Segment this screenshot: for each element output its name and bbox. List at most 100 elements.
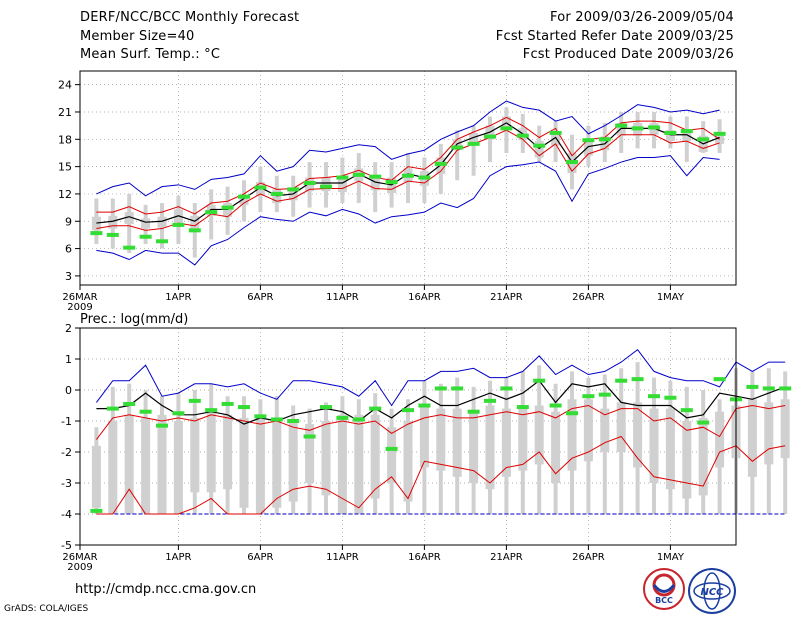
observed-marker [172,411,185,416]
observed-marker [664,395,677,400]
box [633,402,643,468]
observed-marker [598,392,611,397]
observed-marker [516,133,529,138]
observed-marker [385,446,398,451]
member-size: Member Size=40 [80,29,195,44]
source-url[interactable]: http://cmdp.ncc.cma.gov.cn [75,582,257,597]
y-tick-label: -5 [61,539,72,552]
ncc-logo-text: NCC [700,587,724,598]
observed-marker [123,245,136,250]
x-tick-label: 6APR [247,552,273,563]
observed-marker [320,184,332,189]
observed-marker [484,134,496,139]
box [780,399,790,459]
observed-marker [139,234,152,239]
observed-marker [434,386,447,391]
box [288,189,298,201]
box [239,195,249,205]
box [173,209,183,225]
x-tick-label: 26MAR [62,552,97,563]
observed-marker [549,130,562,135]
observed-marker [336,175,349,180]
box [682,421,692,499]
series-max [96,348,786,407]
observed-marker [172,222,185,227]
box [354,414,364,514]
observed-marker [762,386,775,391]
box [173,421,183,514]
box [190,215,200,229]
observed-marker [451,386,464,391]
box [337,176,347,193]
box [452,408,462,477]
grads-credit: GrADS: COLA/IGES [4,604,89,614]
box [469,132,479,145]
box [305,424,315,483]
precip-panel-title: Prec.: log(mm/d) [80,312,188,327]
box [223,414,233,490]
observed-marker [402,408,414,413]
plot-frame [79,70,737,286]
observed-marker [664,130,677,135]
box [190,417,200,493]
observed-marker [336,415,349,420]
x-tick-label: 16APR [408,292,441,303]
observed-marker [188,228,201,233]
x-tick-label: 26APR [572,292,605,303]
box [337,414,347,514]
y-tick-label: -3 [61,477,72,490]
observed-marker [270,417,283,422]
box [469,411,479,483]
observed-marker [106,406,119,411]
observed-marker [205,408,218,413]
y-tick-label: 0 [65,384,72,397]
series-upper [96,116,720,215]
box [141,218,151,229]
x-tick-label: 1APR [165,292,191,303]
series-lower [96,435,786,515]
observed-marker [254,414,267,419]
observed-marker [221,401,234,406]
box [108,215,118,229]
box [583,399,593,462]
observed-marker [697,420,710,425]
y-tick-label: 18 [58,133,72,146]
chart-title: DERF/NCC/BCC Monthly Forecast [80,10,300,25]
box [321,421,331,496]
box [665,408,675,490]
series-upper [96,404,786,440]
observed-marker [648,125,660,130]
x-tick-label: 21APR [490,292,523,303]
y-tick-label: -4 [61,508,72,521]
series-lower [96,129,720,231]
y-tick-label: 2 [65,322,72,335]
box [370,414,380,499]
x-tick-label: 1MAY [657,292,685,303]
x-tick-label: 26APR [572,552,605,563]
bcc-logo-text: BCC [655,596,673,605]
box [501,408,511,477]
box [534,405,544,465]
variable-label: Mean Surf. Temp.: °C [80,47,221,62]
x-tick-label: 21APR [490,552,523,563]
observed-marker [680,129,693,134]
box [387,427,397,483]
observed-marker [287,419,300,423]
box [747,399,757,477]
produced-date: Fcst Produced Date 2009/03/26 [522,47,734,62]
box [321,177,331,192]
box [157,216,167,228]
observed-marker [106,232,119,237]
observed-marker [303,181,316,186]
box [239,417,249,508]
box [583,139,593,156]
observed-marker [123,401,136,406]
box [255,414,265,514]
x-tick-label: 6APR [247,292,273,303]
x-tick-label: 11APR [326,292,359,303]
observed-marker [434,161,447,166]
box [288,421,298,502]
box [518,405,528,471]
